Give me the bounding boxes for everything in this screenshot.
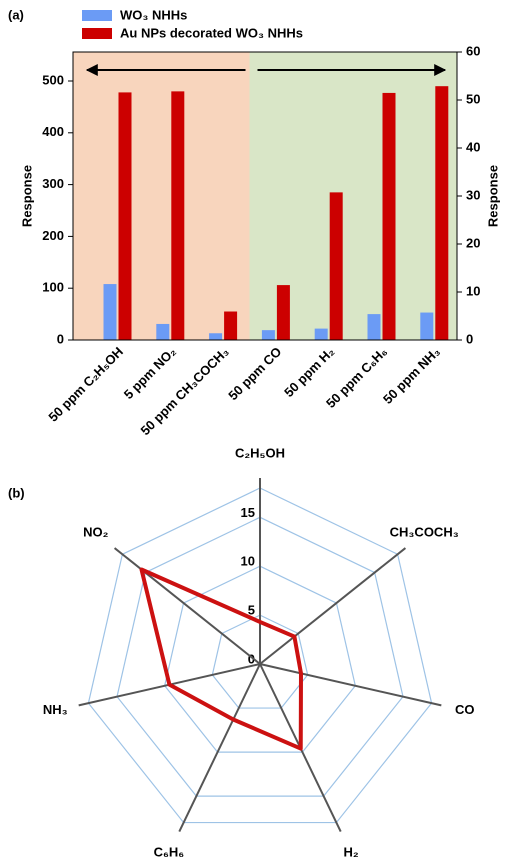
y2-tick-label: 20: [466, 235, 480, 250]
radar-axis: [178, 663, 261, 833]
y2-tick-label: 40: [466, 139, 480, 154]
x-tick-label: 50 ppm NH₃: [380, 344, 443, 407]
axis-label: CO: [455, 702, 475, 717]
radar-axis: [259, 547, 407, 665]
bar: [103, 284, 117, 340]
axis-label: NO₂: [83, 525, 109, 540]
y-tick-label: 0: [57, 331, 64, 346]
x-tick-label: 50 ppm CO: [225, 344, 284, 403]
grid-ring: [211, 614, 309, 709]
x-tick-label: 50 ppm CH₃COCH₃: [137, 344, 231, 438]
legend-label: Au NPs decorated WO₃ NHHs: [120, 25, 303, 40]
legend-swatch: [82, 10, 112, 21]
bar: [171, 91, 185, 340]
r-tick-label: 5: [248, 603, 255, 618]
bar: [329, 192, 343, 340]
legend-swatch: [82, 28, 112, 39]
bar: [382, 92, 396, 340]
radar-axis: [259, 663, 442, 707]
y-tick-label: 100: [42, 280, 64, 295]
r-tick-label: 0: [248, 651, 255, 666]
y-tick-label: 200: [42, 228, 64, 243]
x-tick-label: 50 ppm C₂H₅OH: [45, 344, 126, 425]
y2-axis-title: Response: [485, 165, 500, 227]
y2-tick-label: 30: [466, 187, 480, 202]
axis-label: C₂H₅OH: [235, 445, 285, 460]
bar: [224, 311, 238, 340]
bar: [314, 328, 328, 340]
region-background: [73, 52, 250, 340]
x-tick-label: 50 ppm H₂: [281, 344, 337, 400]
y2-tick-label: 10: [466, 283, 480, 298]
bar: [118, 92, 132, 340]
y2-tick-label: 50: [466, 91, 480, 106]
y-tick-label: 300: [42, 176, 64, 191]
grid-ring: [116, 516, 404, 797]
grid-ring: [164, 565, 356, 753]
axis-label: CH₃COCH₃: [390, 525, 459, 540]
y2-tick-label: 60: [466, 43, 480, 58]
y2-tick-label: 0: [466, 331, 473, 346]
y-axis-title: Response: [19, 165, 34, 227]
legend-label: WO₃ NHHs: [120, 7, 187, 22]
panel-label: (a): [8, 7, 24, 22]
bar: [435, 86, 449, 341]
panel-label: (b): [8, 485, 25, 500]
bar: [261, 330, 275, 340]
radar-axis: [113, 547, 261, 665]
bar: [209, 333, 223, 340]
bar: [156, 323, 170, 340]
radar-line: [139, 567, 303, 751]
x-tick-label: 5 ppm NO₂: [121, 344, 179, 402]
y-tick-label: 400: [42, 124, 64, 139]
axis-label: NH₃: [43, 702, 68, 717]
bar: [276, 285, 290, 340]
r-tick-label: 10: [241, 554, 255, 569]
bar: [367, 314, 381, 340]
bar: [420, 312, 434, 340]
plot-frame: [72, 51, 458, 341]
axis-label: H₂: [344, 845, 359, 860]
r-tick-label: 15: [241, 505, 255, 520]
y-tick-label: 500: [42, 72, 64, 87]
axis-label: C₆H₆: [154, 845, 185, 860]
outer-ring: [87, 487, 433, 824]
